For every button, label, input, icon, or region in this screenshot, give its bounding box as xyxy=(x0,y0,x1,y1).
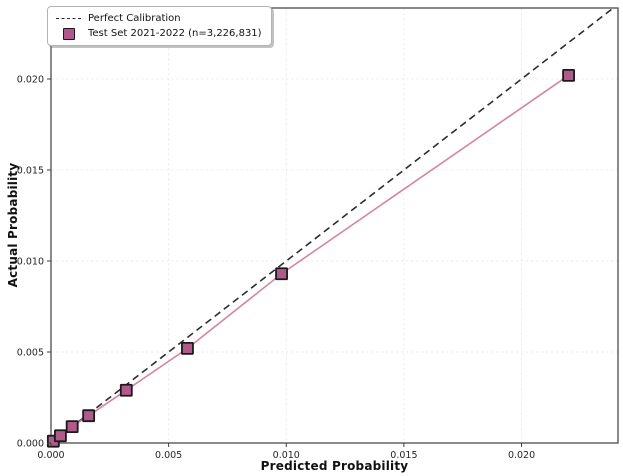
y-tick-label: 0.000 xyxy=(17,439,44,450)
legend-item-test-set: Test Set 2021-2022 (n=3,226,831) xyxy=(56,26,262,41)
perfect-calibration-line xyxy=(50,7,614,444)
x-tick-label: 0.000 xyxy=(37,450,64,461)
x-tick-label: 0.020 xyxy=(508,450,535,461)
y-tick-label: 0.010 xyxy=(17,256,44,267)
x-tick-label: 0.005 xyxy=(155,450,182,461)
y-tick-label: 0.005 xyxy=(17,347,44,358)
x-axis-label: Predicted Probability xyxy=(260,459,409,473)
legend-label: Perfect Calibration xyxy=(88,13,181,24)
plot-border xyxy=(50,7,619,444)
test-set-marker xyxy=(119,383,133,397)
test-set-marker xyxy=(65,420,79,434)
legend-item-perfect-calibration: Perfect Calibration xyxy=(56,11,262,26)
y-axis-label: Actual Probability xyxy=(6,162,20,288)
legend: Perfect Calibration Test Set 2021-2022 (… xyxy=(47,6,272,46)
test-set-marker xyxy=(181,341,194,355)
dashed-line-swatch-icon xyxy=(56,18,81,19)
y-tick-label: 0.015 xyxy=(17,165,44,176)
test-set-marker xyxy=(82,409,96,423)
square-marker-swatch-icon xyxy=(56,27,81,40)
test-set-marker xyxy=(562,68,575,82)
legend-label: Test Set 2021-2022 (n=3,226,831) xyxy=(88,28,262,39)
x-tick-label: 0.015 xyxy=(390,450,417,461)
x-tick-label: 0.010 xyxy=(273,450,300,461)
test-set-marker xyxy=(275,267,288,281)
test-set-marker xyxy=(54,429,67,443)
y-tick-label: 0.020 xyxy=(17,74,44,85)
